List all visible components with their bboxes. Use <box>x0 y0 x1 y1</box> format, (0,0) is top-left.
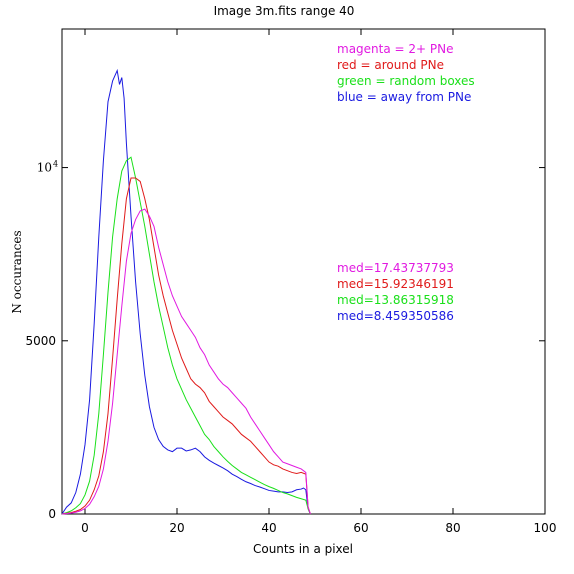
y-tick-label: 10 <box>37 161 52 175</box>
series-line-0 <box>61 68 311 515</box>
series-lines <box>61 68 311 515</box>
median-label: med=8.459350586 <box>337 309 454 323</box>
chart-title: Image 3m.fits range 40 <box>214 4 355 18</box>
series-line-3 <box>61 208 311 515</box>
median-annotations: med=17.43737793 med=15.92346191 med=13.863… <box>337 261 454 323</box>
x-tick-label: 0 <box>81 521 89 535</box>
median-label: med=15.92346191 <box>337 277 454 291</box>
y-axis-title: N occurances <box>10 230 24 313</box>
legend-entry: green = random boxes <box>337 74 475 88</box>
legend-entry: magenta = 2+ PNe <box>337 42 454 56</box>
legend: magenta = 2+ PNe red = around PNe green = … <box>337 42 475 104</box>
series-line-1 <box>61 156 311 515</box>
legend-entry: blue = away from PNe <box>337 90 471 104</box>
x-axis-title: Counts in a pixel <box>253 542 353 556</box>
median-label: med=17.43737793 <box>337 261 454 275</box>
legend-entry: red = around PNe <box>337 58 444 72</box>
y-tick-exponent: 4 <box>53 160 58 169</box>
y-tick-label: 0 <box>48 507 56 521</box>
x-tick-label: 40 <box>261 521 276 535</box>
plot-frame <box>61 28 546 515</box>
median-label: med=13.86315918 <box>337 293 454 307</box>
x-axis: 0 20 40 60 80 100 <box>81 29 556 535</box>
x-tick-label: 100 <box>534 521 557 535</box>
x-tick-label: 80 <box>445 521 460 535</box>
y-tick-label: 5000 <box>25 334 56 348</box>
series-line-2 <box>61 177 311 515</box>
x-tick-label: 20 <box>169 521 184 535</box>
x-tick-label: 60 <box>353 521 368 535</box>
